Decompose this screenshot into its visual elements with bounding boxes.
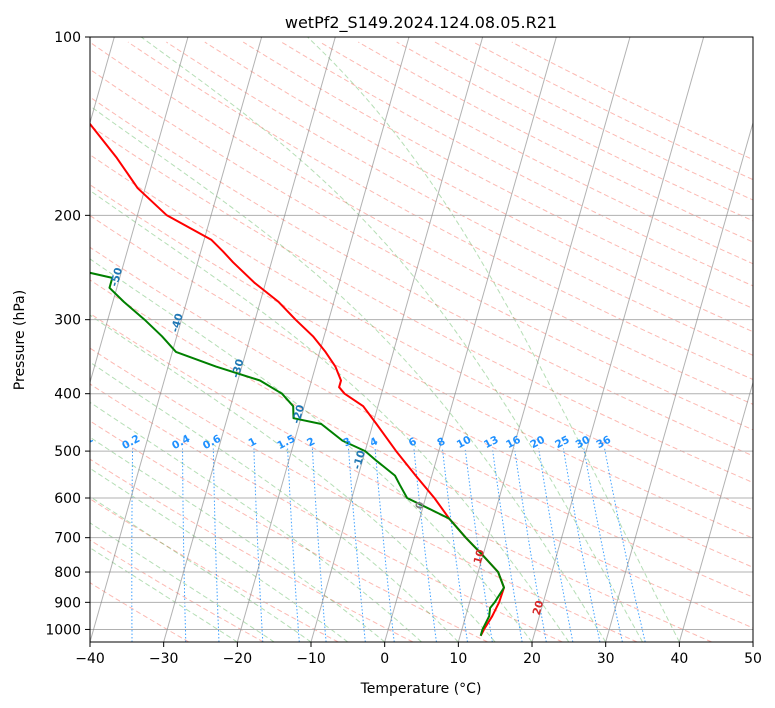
x-tick-label: −20 (223, 651, 253, 667)
x-tick-label: 30 (597, 651, 615, 667)
x-tick-label: −30 (149, 651, 179, 667)
moist-adiabat (90, 467, 349, 642)
isotherm (90, 37, 263, 642)
y-tick-label: 1000 (45, 622, 81, 638)
mixing-ratio-label: 0.1 (73, 433, 95, 452)
isotherm-label: -50 (108, 266, 125, 288)
x-tick-label: 20 (523, 651, 541, 667)
y-axis-label: Pressure (hPa) (12, 290, 28, 390)
isotherm-label: -20 (290, 403, 307, 425)
isotherm-label: 0 (414, 500, 428, 510)
dry-adiabat (204, 41, 753, 333)
mixing-ratio-line (413, 448, 437, 642)
x-tick-label: 50 (744, 651, 762, 667)
mixing-ratio-line (514, 448, 547, 642)
mixing-ratio-line (441, 448, 468, 642)
isotherm-label: -10 (351, 449, 368, 471)
isotherm-label: 20 (531, 599, 547, 616)
isotherm (457, 37, 631, 642)
isotherm (163, 37, 336, 642)
isotherm (236, 37, 410, 642)
dry-adiabat (90, 246, 753, 598)
moist-adiabat (140, 37, 643, 642)
mixing-ratio-line (538, 448, 574, 642)
y-tick-label: 100 (54, 30, 81, 46)
isotherm (90, 37, 189, 385)
x-tick-label: −40 (75, 651, 105, 667)
mixing-ratio-line (604, 448, 646, 642)
isotherm (678, 380, 753, 642)
plot-area: -100-90-80-70-60-50-40-30-20-10010203040… (73, 37, 753, 642)
x-tick-label: −10 (296, 651, 326, 667)
y-tick-label: 200 (54, 208, 81, 224)
isotherm (605, 120, 753, 642)
moist-adiabat (90, 189, 570, 642)
moist-adiabat (90, 105, 607, 642)
x-tick-label: 10 (449, 651, 467, 667)
isotherm (384, 37, 557, 642)
moist-adiabat (90, 314, 496, 642)
moist-adiabat (90, 401, 422, 642)
dry-adiabat (90, 420, 488, 642)
plot-frame (89, 36, 754, 643)
chart-title: wetPf2_S149.2024.124.08.05.R21 (285, 13, 557, 33)
y-axis: 100 200 300 400 500 600 700 800 900 1000 (45, 30, 90, 638)
dry-adiabat (242, 41, 753, 310)
isotherm (310, 37, 484, 642)
mixing-ratio-line (491, 448, 523, 642)
isotherm (531, 37, 705, 642)
dry-adiabat (281, 41, 753, 287)
y-tick-label: 400 (54, 387, 81, 403)
y-tick-label: 300 (54, 313, 81, 329)
isotherm-label: -40 (169, 312, 186, 334)
y-tick-label: 900 (54, 595, 81, 611)
mixing-ratio-line (562, 448, 601, 642)
y-tick-label: 600 (54, 491, 81, 507)
y-tick-label: 500 (54, 444, 81, 460)
dry-adiabat (90, 383, 563, 642)
y-tick-label: 700 (54, 531, 81, 547)
x-axis-label: Temperature (°C) (360, 681, 482, 697)
dry-adiabat (90, 96, 753, 457)
x-tick-label: 0 (380, 651, 389, 667)
moist-adiabat (90, 522, 275, 642)
moist-adiabat (90, 496, 312, 642)
dry-adiabat (90, 279, 753, 629)
mixing-ratio-line (464, 448, 493, 642)
dry-adiabat (90, 347, 638, 642)
moist-adiabat (90, 436, 386, 642)
dry-adiabat (90, 68, 753, 431)
dry-adiabat (90, 458, 414, 642)
mixing-ratio-line (583, 448, 623, 642)
isotherm-label: 10 (472, 548, 488, 565)
x-axis: −40 −30 −20 −10 0 10 20 30 40 50 (75, 642, 762, 667)
dry-adiabat (90, 184, 753, 539)
moist-adiabat (90, 361, 459, 642)
x-tick-label: 40 (670, 651, 688, 667)
dry-adiabat (90, 582, 190, 642)
dry-adiabat (90, 125, 753, 484)
isotherm-label: -30 (230, 358, 247, 380)
y-tick-label: 800 (54, 565, 81, 581)
dewpoint-profile (90, 271, 505, 637)
